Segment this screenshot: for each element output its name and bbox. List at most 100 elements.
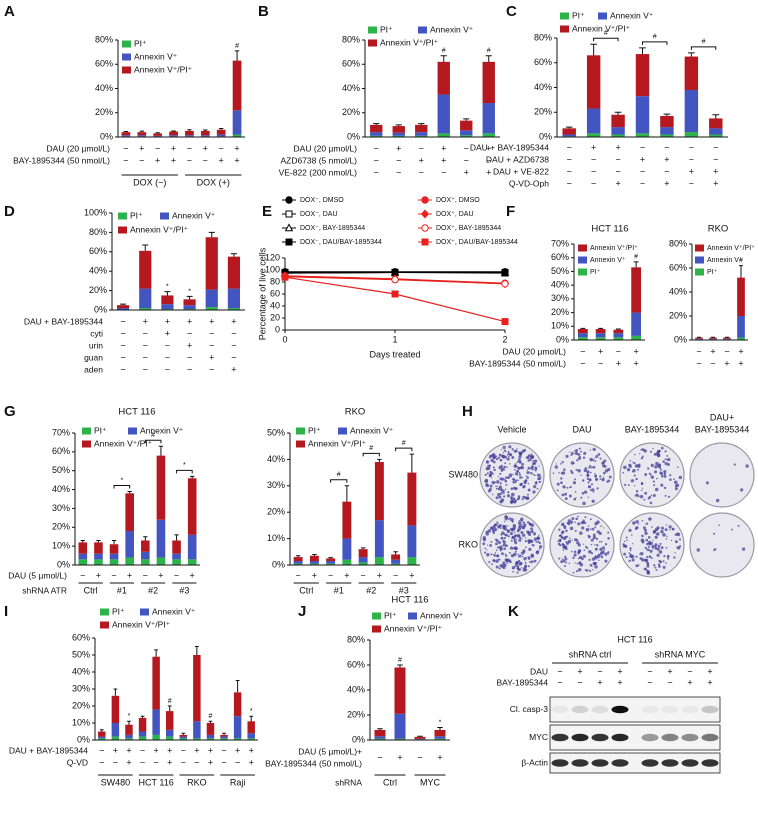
bar-segment	[139, 250, 152, 289]
colony	[492, 466, 495, 469]
condition-value: +	[419, 155, 424, 165]
colony	[561, 460, 564, 464]
colony	[637, 523, 640, 525]
colony	[536, 536, 540, 540]
bar-segment	[358, 557, 368, 563]
colony	[628, 559, 631, 563]
colony	[602, 471, 606, 475]
colony	[558, 538, 562, 543]
colony	[486, 472, 489, 475]
colony	[537, 540, 540, 543]
band	[551, 705, 569, 714]
colony	[512, 526, 516, 530]
legend-label: PI⁺	[380, 24, 393, 34]
colony	[635, 526, 639, 530]
colony	[533, 461, 537, 465]
colony	[538, 477, 541, 481]
condition-label: DAU (20 µmol/L)	[47, 143, 111, 153]
panel-letter: G	[4, 403, 16, 420]
bar-segment	[709, 134, 723, 137]
error-bar	[418, 123, 425, 125]
colony	[508, 452, 512, 456]
bar-segment	[586, 108, 601, 134]
y-tick-label: 60%	[347, 659, 365, 669]
condition-value: +	[710, 346, 715, 356]
colony	[522, 484, 526, 488]
error-bar	[80, 539, 85, 543]
error-bar	[437, 727, 443, 730]
condition-value: +	[219, 155, 224, 165]
colony	[492, 554, 495, 556]
group-label: Raji	[230, 777, 246, 787]
bar-segment	[613, 329, 624, 334]
error-bar	[614, 111, 622, 115]
error-bar	[639, 47, 646, 55]
colony	[507, 491, 510, 494]
colony	[571, 517, 575, 521]
colony	[674, 540, 678, 544]
colony	[516, 465, 519, 468]
colony	[664, 494, 667, 497]
condition-value: −	[567, 142, 572, 152]
colony	[517, 531, 519, 533]
colony	[527, 457, 530, 460]
colony	[589, 464, 591, 467]
colony	[580, 450, 583, 453]
bar-segment	[78, 559, 88, 565]
chart-title: HCT 116	[391, 595, 428, 606]
legend-swatch	[578, 244, 587, 252]
colony	[512, 536, 514, 538]
colony	[579, 455, 581, 458]
condition-value: −	[724, 346, 729, 356]
legend-label: Annexin V⁺/PI⁺	[380, 37, 439, 47]
significance-marker: #	[151, 432, 155, 439]
colony	[651, 526, 653, 528]
condition-label: guan	[84, 352, 103, 362]
colony	[741, 547, 746, 551]
y-tick-label: 20%	[551, 307, 569, 317]
colony	[535, 540, 538, 543]
condition-value: −	[140, 745, 145, 755]
plate	[549, 512, 615, 578]
error-bar	[633, 261, 639, 268]
condition-value: −	[120, 328, 125, 338]
condition-value: +	[664, 154, 669, 164]
colony	[648, 555, 652, 559]
bar-segment	[374, 557, 384, 565]
colony	[597, 453, 601, 456]
condition-value: −	[231, 328, 236, 338]
significance-marker: *	[250, 708, 253, 715]
condition-value: −	[640, 178, 645, 188]
bar-segment	[611, 127, 625, 135]
legend-label: Annexin V⁺	[707, 257, 743, 264]
colony	[535, 550, 540, 555]
condition-label: DAU (20 µmol/L)	[294, 143, 358, 153]
colony	[490, 458, 494, 463]
colony	[576, 541, 580, 545]
bar-segment	[232, 134, 242, 137]
condition-label: DAU + VE-822	[493, 166, 549, 176]
colony	[491, 480, 496, 485]
condition-label: BAY-1895344 (50 nmol/L)	[265, 758, 362, 768]
error-bar	[377, 458, 382, 463]
group-label: MYC	[420, 777, 441, 787]
condition-value: −	[567, 154, 572, 164]
error-bar	[440, 55, 447, 62]
condition-label: DAU + BAY-1895344	[470, 142, 549, 152]
colony	[567, 519, 572, 523]
group-label: Ctrl	[299, 585, 313, 595]
condition-value: +	[397, 752, 402, 762]
panel-letter: F	[506, 203, 515, 220]
bar-segment	[709, 118, 723, 129]
legend-swatch	[100, 621, 109, 629]
colony	[715, 498, 720, 503]
error-bar	[155, 132, 160, 134]
colony	[500, 487, 503, 490]
colony	[552, 472, 555, 474]
colony	[673, 556, 676, 559]
bar-segment	[391, 559, 401, 564]
group-label: Ctrl	[84, 585, 98, 595]
panel-letter: B	[258, 3, 269, 20]
colony	[585, 545, 588, 548]
condition-value: −	[143, 352, 148, 362]
